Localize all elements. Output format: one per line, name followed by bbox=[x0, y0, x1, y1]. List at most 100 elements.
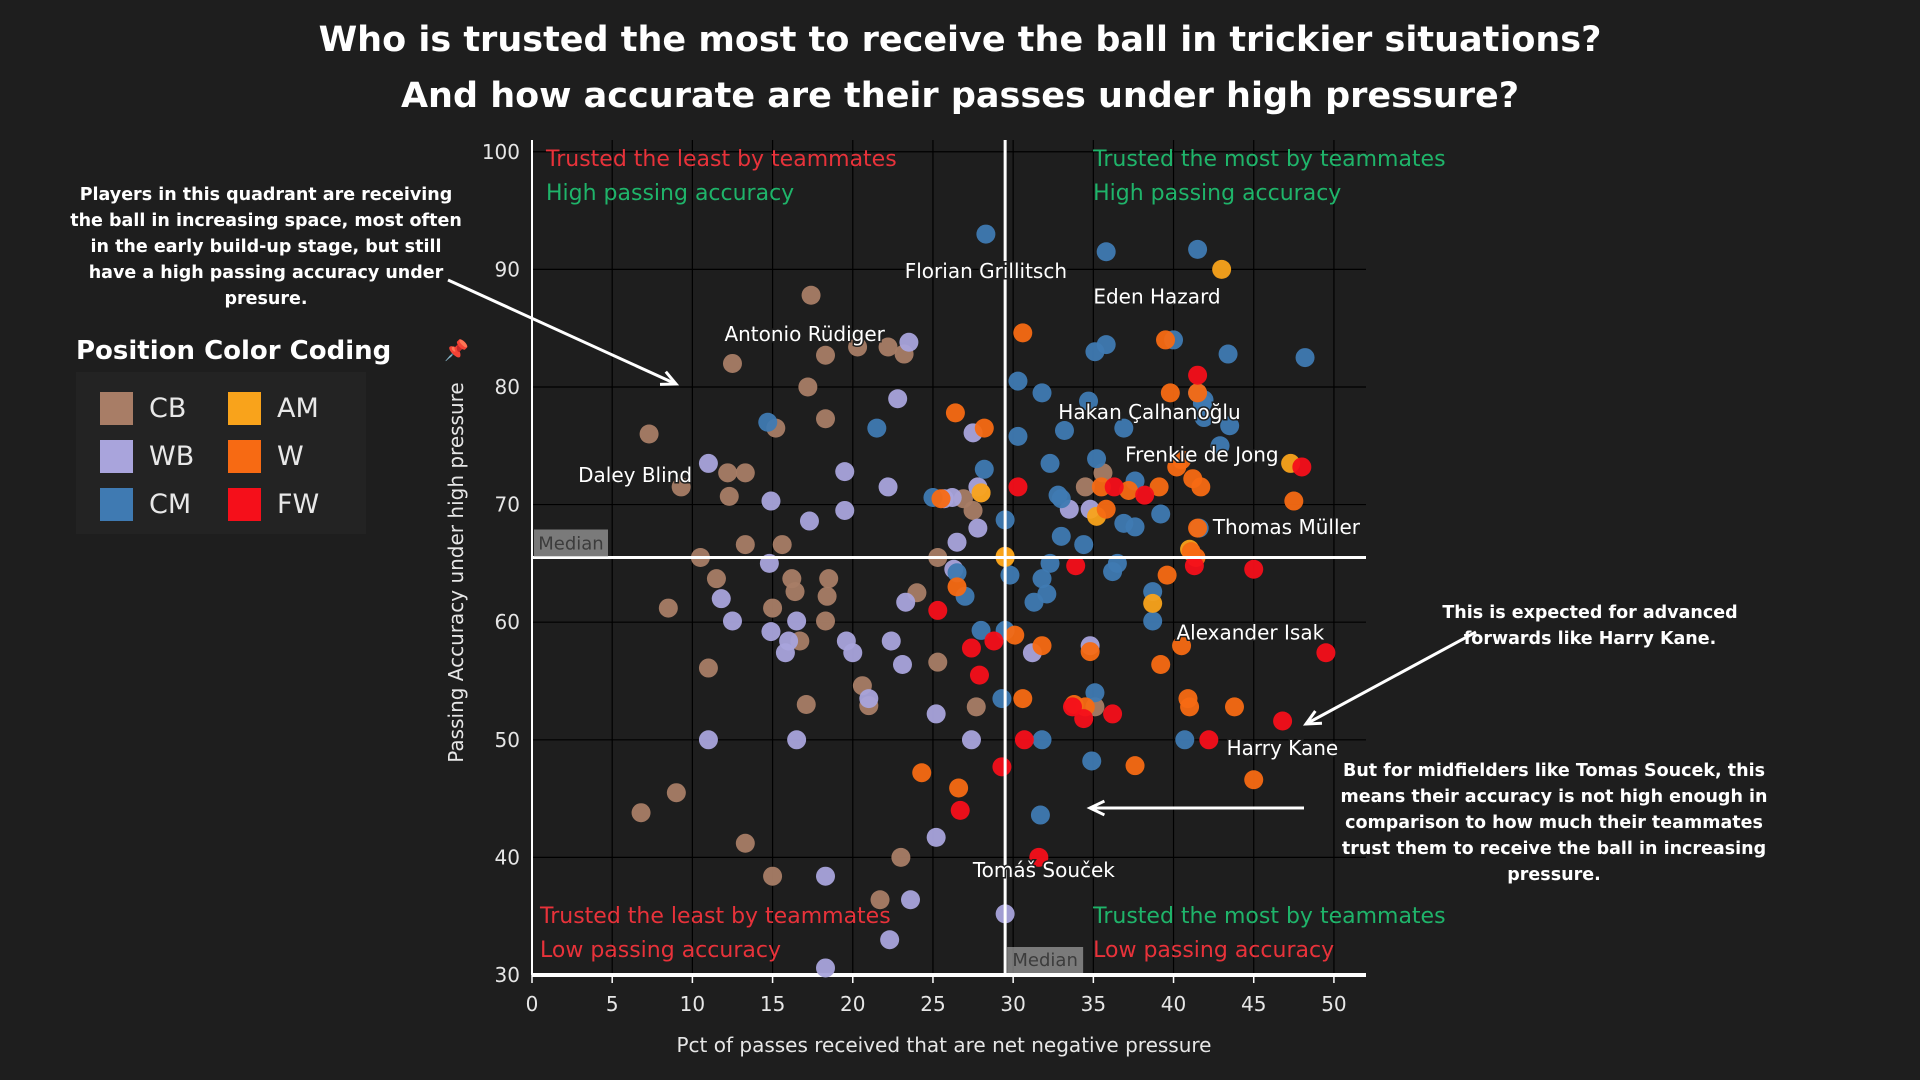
data-point-fw bbox=[1188, 365, 1208, 385]
data-point-cm bbox=[1087, 449, 1107, 469]
data-point-fw bbox=[1244, 559, 1264, 579]
data-point-w bbox=[1244, 770, 1264, 790]
data-point-w bbox=[1151, 655, 1171, 675]
data-point-wb bbox=[892, 655, 912, 675]
arrow-forwards-head bbox=[1302, 710, 1323, 726]
data-point-cb bbox=[639, 424, 659, 444]
y-axis-label: Passing Accuracy under high pressure bbox=[444, 382, 468, 763]
data-point-wb bbox=[888, 389, 908, 409]
legend-swatch-cb bbox=[100, 392, 133, 425]
data-point-cb bbox=[1075, 477, 1095, 497]
data-point-cb bbox=[718, 463, 738, 483]
data-point-fw bbox=[1199, 730, 1219, 750]
data-point-w bbox=[949, 778, 969, 798]
data-point-w bbox=[1125, 756, 1145, 776]
data-point-w bbox=[1005, 625, 1025, 645]
legend-item-fw: FW bbox=[228, 488, 319, 521]
data-point-cm bbox=[867, 418, 887, 438]
legend-swatch-w bbox=[228, 440, 261, 473]
data-point-fw bbox=[1135, 485, 1155, 505]
data-point-cm bbox=[1096, 242, 1116, 262]
arrow-forwards bbox=[1305, 630, 1477, 726]
data-point-fw bbox=[950, 800, 970, 820]
data-point-cb bbox=[878, 337, 898, 357]
data-point-fw bbox=[992, 757, 1012, 777]
data-point-w bbox=[974, 418, 994, 438]
data-point-cb bbox=[698, 658, 718, 678]
data-point-fw bbox=[1184, 556, 1204, 576]
x-tick-label: 20 bbox=[840, 992, 865, 1016]
data-point-fw bbox=[1074, 709, 1094, 729]
data-point-cm bbox=[974, 459, 994, 479]
data-point-wb bbox=[787, 730, 807, 750]
data-point-cm bbox=[1032, 569, 1052, 589]
data-point-am bbox=[971, 483, 991, 503]
data-point-cm bbox=[1079, 391, 1099, 411]
data-point-cb bbox=[631, 803, 651, 823]
data-point-wb bbox=[968, 518, 988, 538]
data-point-cm bbox=[1030, 805, 1050, 825]
data-point-cm bbox=[1054, 420, 1074, 440]
data-point-cm bbox=[1032, 730, 1052, 750]
y-tick-label: 50 bbox=[495, 728, 520, 752]
data-point-fw bbox=[961, 638, 981, 658]
data-point-cm bbox=[1295, 348, 1315, 368]
legend-label-cm: CM bbox=[149, 489, 192, 520]
data-point-wb bbox=[947, 532, 967, 552]
data-point-wb bbox=[722, 611, 742, 631]
legend-item-cb: CB bbox=[100, 392, 186, 425]
quadrant-label-top-left-line2: High passing accuracy bbox=[546, 181, 794, 206]
legend-item-am: AM bbox=[228, 392, 319, 425]
data-point-wb bbox=[761, 491, 781, 511]
data-point-cb bbox=[722, 353, 742, 373]
data-point-wb bbox=[787, 611, 807, 631]
legend-swatch-am bbox=[228, 392, 261, 425]
data-point-cb bbox=[735, 833, 755, 853]
pin-icon[interactable]: 📌 bbox=[444, 338, 469, 362]
data-point-wb bbox=[835, 500, 855, 520]
data-point-cb bbox=[658, 598, 678, 618]
legend-swatch-wb bbox=[100, 440, 133, 473]
player-label: Florian Grillitsch bbox=[905, 259, 1067, 283]
data-point-w bbox=[931, 489, 951, 509]
quadrant-label-bottom-right-line2: Low passing accuracy bbox=[1093, 938, 1334, 963]
annotation-forwards: This is expected for advanced forwards l… bbox=[1442, 603, 1738, 649]
data-point-fw bbox=[984, 631, 1004, 651]
player-label: Thomas Müller bbox=[1212, 515, 1361, 539]
data-point-wb bbox=[859, 689, 879, 709]
data-point-cm bbox=[1051, 526, 1071, 546]
data-point-fw bbox=[1008, 477, 1028, 497]
data-point-cm bbox=[1024, 592, 1044, 612]
data-point-cb bbox=[735, 463, 755, 483]
quadrant-label-bottom-left-line1: Trusted the least by teammates bbox=[539, 904, 891, 929]
player-label: Hakan Çalhanoğlu bbox=[1058, 400, 1240, 424]
player-label: Eden Hazard bbox=[1093, 284, 1220, 308]
data-point-w bbox=[1191, 477, 1211, 497]
x-tick-label: 50 bbox=[1321, 992, 1346, 1016]
data-point-w bbox=[1119, 480, 1139, 500]
arrow-top-left bbox=[447, 278, 677, 386]
data-point-w bbox=[1149, 477, 1169, 497]
x-tick-label: 25 bbox=[920, 992, 945, 1016]
data-point-cm bbox=[1096, 335, 1116, 355]
player-label: Antonio Rüdiger bbox=[724, 322, 885, 346]
player-label: Daley Blind bbox=[578, 463, 692, 487]
legend-item-wb: WB bbox=[100, 440, 194, 473]
data-point-cb bbox=[666, 783, 686, 803]
legend-swatch-cm bbox=[100, 488, 133, 521]
data-point-wb bbox=[816, 958, 836, 978]
data-point-fw bbox=[1103, 704, 1123, 724]
data-point-cm bbox=[1074, 535, 1094, 555]
data-point-cm bbox=[1194, 408, 1214, 428]
x-tick-label: 10 bbox=[680, 992, 705, 1016]
quadrant-label-bottom-right-line1: Trusted the most by teammates bbox=[1092, 904, 1445, 929]
player-label: Alexander Isak bbox=[1176, 620, 1324, 644]
data-point-cb bbox=[706, 569, 726, 589]
legend-label-wb: WB bbox=[149, 441, 195, 472]
x-tick-label: 40 bbox=[1161, 992, 1186, 1016]
data-point-w bbox=[1157, 565, 1177, 585]
x-tick-label: 5 bbox=[606, 992, 619, 1016]
data-point-wb bbox=[816, 866, 836, 886]
annotation-top-left: Players in this quadrant are receiving t… bbox=[70, 185, 462, 309]
